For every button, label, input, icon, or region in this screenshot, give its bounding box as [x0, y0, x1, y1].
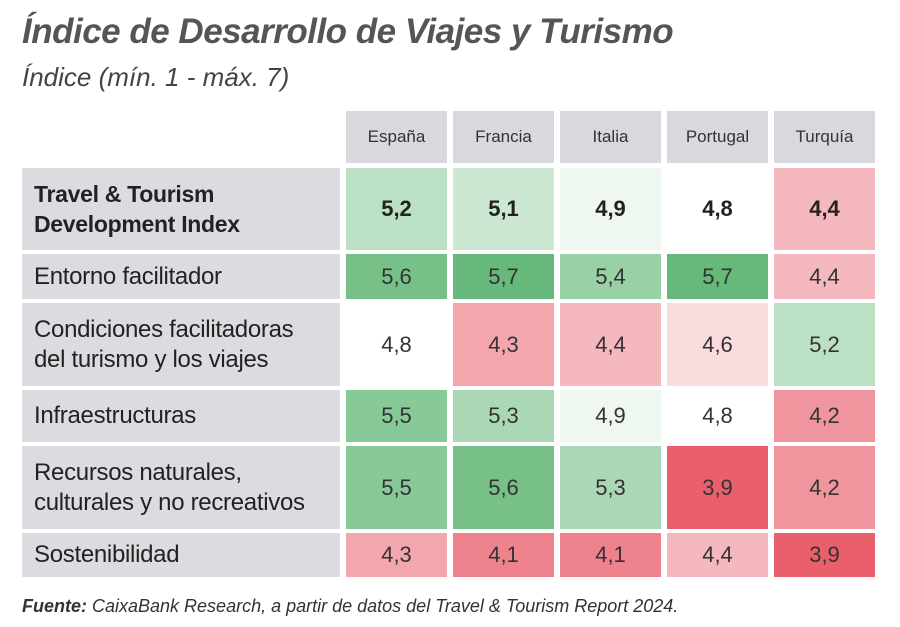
heatmap-cell-condiciones-facilitadora-portugal: 4,6	[667, 303, 768, 386]
column-header-italia: Italia	[560, 111, 661, 163]
heatmap-cell-infraestructuras-espana: 5,5	[346, 390, 447, 442]
column-header-francia: Francia	[453, 111, 554, 163]
row-label-sostenibilidad: Sostenibilidad	[22, 533, 340, 577]
row-label-infraestructuras: Infraestructuras	[22, 390, 340, 442]
source-label: Fuente:	[22, 596, 87, 616]
row-label-entorno-facilitador: Entorno facilitador	[22, 254, 340, 299]
row-label-recursos-naturales-culturales-y-no-recreativos: Recursos naturales, culturales y no recre…	[22, 446, 340, 529]
row-label-line: Sostenibilidad	[34, 541, 180, 568]
heatmap-cell-entorno-facilitador-espana: 5,6	[346, 254, 447, 299]
column-header-turquia: Turquía	[774, 111, 875, 163]
column-header-espana: España	[346, 111, 447, 163]
row-label-line: Travel & Tourism	[34, 181, 215, 207]
heatmap-cell-sostenibilidad-turquia: 3,9	[774, 533, 875, 577]
chart-subtitle: Índice (mín. 1 - máx. 7)	[22, 62, 290, 92]
heatmap-cell-condiciones-facilitadora-turquia: 5,2	[774, 303, 875, 386]
row-label-line: Infraestructuras	[34, 402, 196, 429]
chart-title: Índice de Desarrollo de Viajes y Turismo	[22, 12, 674, 51]
heatmap-cell-sostenibilidad-portugal: 4,4	[667, 533, 768, 577]
heatmap-cell-entorno-facilitador-portugal: 5,7	[667, 254, 768, 299]
row-label-line: Entorno facilitador	[34, 262, 222, 290]
heatmap-cell-infraestructuras-italia: 4,9	[560, 390, 661, 442]
heatmap-cell-infraestructuras-portugal: 4,8	[667, 390, 768, 442]
heatmap-cell-recursos-naturales-cultu-portugal: 3,9	[667, 446, 768, 529]
source-text: CaixaBank Research, a partir de datos de…	[87, 596, 679, 616]
heatmap-cell-infraestructuras-francia: 5,3	[453, 390, 554, 442]
heatmap-cell-travel-and-tourism-devel-espana: 5,2	[346, 168, 447, 250]
row-label-line: Condiciones facilitadoras	[34, 315, 294, 343]
heatmap-cell-sostenibilidad-espana: 4,3	[346, 533, 447, 577]
heatmap-cell-recursos-naturales-cultu-francia: 5,6	[453, 446, 554, 529]
heatmap-cell-condiciones-facilitadora-francia: 4,3	[453, 303, 554, 386]
heatmap-cell-recursos-naturales-cultu-espana: 5,5	[346, 446, 447, 529]
heatmap-cell-travel-and-tourism-devel-italia: 4,9	[560, 168, 661, 250]
heatmap-cell-infraestructuras-turquia: 4,2	[774, 390, 875, 442]
heatmap-cell-entorno-facilitador-turquia: 4,4	[774, 254, 875, 299]
heatmap-cell-travel-and-tourism-devel-turquia: 4,4	[774, 168, 875, 250]
heatmap-cell-travel-and-tourism-devel-francia: 5,1	[453, 168, 554, 250]
heatmap-table: España Francia Italia Portugal Turquía Travel…	[22, 111, 878, 577]
column-header-portugal: Portugal	[667, 111, 768, 163]
row-label-travel-and-tourism-development-index: Travel & Tourism Development Index	[22, 168, 340, 250]
row-label-line: culturales y no recreativos	[34, 488, 305, 516]
heatmap-cell-entorno-facilitador-italia: 5,4	[560, 254, 661, 299]
heatmap-cell-condiciones-facilitadora-espana: 4,8	[346, 303, 447, 386]
row-label-condiciones-facilitadoras-del-turismo-y-los-viajes: Condiciones facilitadoras del turismo y l…	[22, 303, 340, 386]
row-label-line: del turismo y los viajes	[34, 345, 269, 373]
source-note: Fuente: CaixaBank Research, a partir de …	[22, 596, 678, 617]
header-corner	[22, 111, 340, 163]
heatmap-cell-condiciones-facilitadora-italia: 4,4	[560, 303, 661, 386]
row-label-line: Recursos naturales,	[34, 458, 242, 486]
heatmap-cell-sostenibilidad-francia: 4,1	[453, 533, 554, 577]
heatmap-cell-recursos-naturales-cultu-turquia: 4,2	[774, 446, 875, 529]
row-label-line: Development Index	[34, 211, 240, 237]
heatmap-cell-recursos-naturales-cultu-italia: 5,3	[560, 446, 661, 529]
heatmap-cell-sostenibilidad-italia: 4,1	[560, 533, 661, 577]
heatmap-cell-entorno-facilitador-francia: 5,7	[453, 254, 554, 299]
heatmap-cell-travel-and-tourism-devel-portugal: 4,8	[667, 168, 768, 250]
